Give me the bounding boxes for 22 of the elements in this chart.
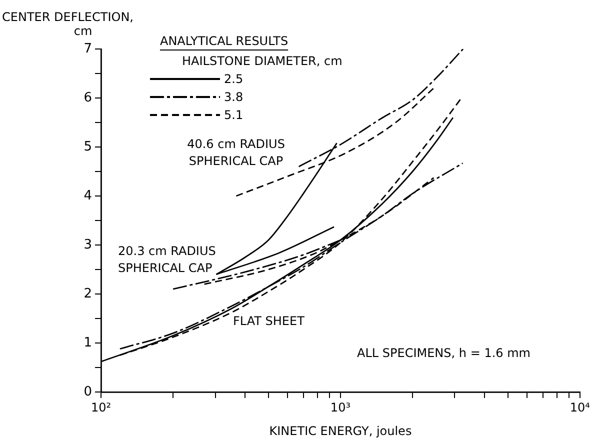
y-tick-label: 3 [84,237,92,252]
legend-title: HAILSTONE DIAMETER, cm [181,53,342,70]
legend-label: 5.1 [224,107,244,124]
legend-label: 2.5 [224,71,244,88]
x-tick-label: 10⁴ [570,400,590,414]
legend-label: 3.8 [224,89,244,106]
annotation: FLAT SHEET [233,314,306,328]
x-tick-label: 10³ [330,400,351,414]
text: ANALYTICAL RESULTS [160,34,288,48]
y-tick-label: 7 [84,41,92,56]
y-tick-label: 2 [84,286,92,302]
x-tick-label: 10² [90,400,112,414]
y-tick-label: 6 [84,90,92,106]
x-axis-title: KINETIC ENERGY, joules [269,424,412,438]
annotation: 20.3 cm RADIUS SPHERICAL CAP [118,244,216,276]
y-tick-label: 1 [84,335,92,350]
y-axis-title: CENTER DEFLECTION, cm [2,10,134,38]
y-tick-label: 5 [84,139,92,154]
annotation: 40.6 cm RADIUS SPHERICAL CAP [187,137,285,168]
y-tick-label: 0 [84,384,92,400]
y-tick-label: 4 [84,188,92,204]
annotation: ALL SPECIMENS, h = 1.6 mm [357,346,530,360]
